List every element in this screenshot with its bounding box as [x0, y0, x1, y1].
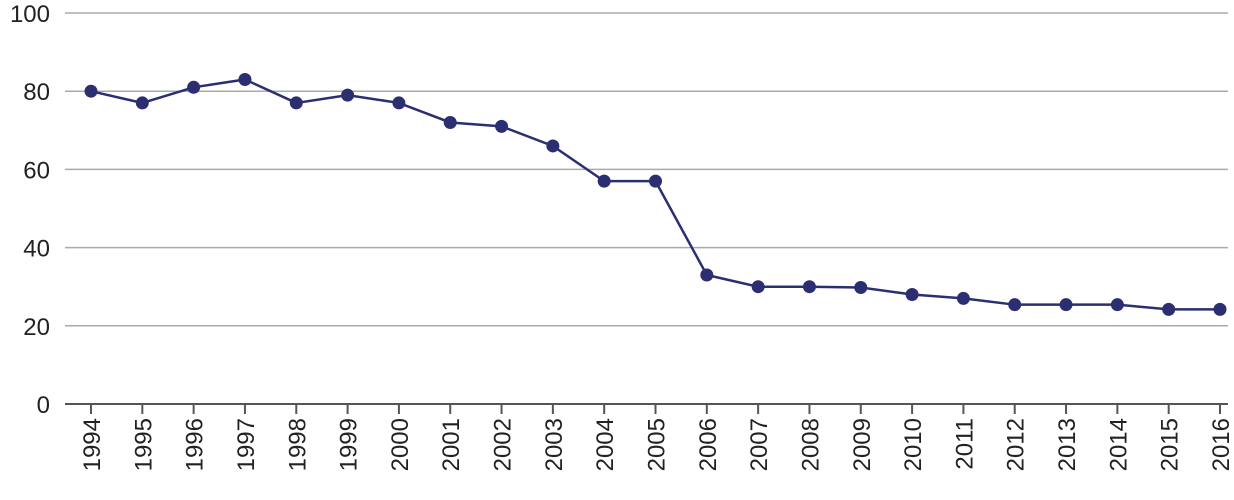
x-tick-label: 2009 [849, 418, 876, 471]
x-tick-label: 2001 [438, 418, 465, 471]
x-tick-label: 2004 [592, 418, 619, 471]
y-tick-label: 100 [10, 1, 50, 28]
data-point [495, 119, 509, 133]
y-tick-label: 60 [23, 157, 50, 184]
data-point [905, 288, 919, 302]
data-point [956, 291, 970, 305]
data-point [392, 96, 406, 110]
data-point [700, 268, 714, 282]
data-point [854, 280, 868, 294]
x-tick-label: 1997 [233, 418, 260, 471]
x-tick-label: 2015 [1157, 418, 1184, 471]
series-line [90, 78, 1220, 311]
y-tick-label: 20 [23, 314, 50, 341]
x-tick-label: 2005 [644, 418, 671, 471]
x-tick-label: 2012 [1003, 418, 1030, 471]
x-tick-label: 2006 [695, 418, 722, 471]
data-point [84, 84, 98, 98]
x-tick-label: 2014 [1105, 418, 1132, 471]
data-point [341, 88, 355, 102]
x-tick-label: 2002 [490, 418, 517, 471]
x-tick-label: 2011 [951, 418, 978, 470]
x-tick-label: 1999 [336, 418, 363, 471]
x-tick-label: 2003 [541, 418, 568, 471]
y-tick-label: 80 [23, 79, 50, 106]
x-tick-label: 2008 [797, 418, 824, 471]
data-point [1213, 302, 1227, 316]
x-tick-label: 2013 [1054, 418, 1081, 471]
data-point [802, 280, 816, 294]
data-point [289, 96, 303, 110]
y-tick-label: 40 [23, 236, 50, 263]
data-point [546, 139, 560, 153]
x-tick-label: 2010 [900, 418, 927, 471]
x-tick-label: 2007 [746, 418, 773, 471]
data-point [649, 174, 662, 188]
x-tick-label: 1996 [182, 418, 209, 471]
data-point [443, 115, 457, 129]
x-tick-label: 2016 [1208, 418, 1234, 471]
data-point [1008, 298, 1022, 312]
data-point [1059, 298, 1073, 312]
data-point [597, 174, 611, 188]
data-point [1162, 302, 1176, 316]
data-point [238, 72, 252, 86]
x-tick-label: 2000 [387, 418, 414, 471]
y-tick-label: 0 [37, 392, 50, 419]
x-tick-label: 1995 [130, 418, 157, 471]
data-point [187, 80, 201, 94]
x-tick-label: 1994 [79, 418, 106, 471]
data-point [1110, 298, 1124, 312]
data-point [751, 280, 765, 294]
data-point [135, 96, 149, 110]
x-tick-label: 1998 [284, 418, 311, 471]
